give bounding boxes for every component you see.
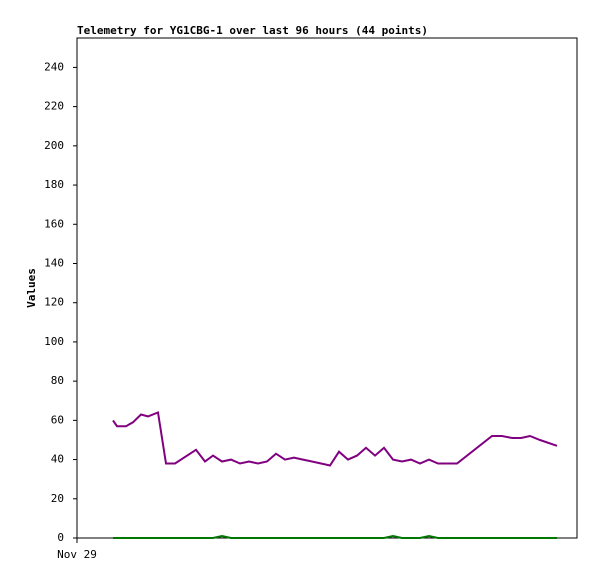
y-tick-label: 200 bbox=[44, 139, 64, 152]
series-line bbox=[113, 534, 557, 539]
y-tick-label: 20 bbox=[51, 492, 64, 505]
y-tick-label: 100 bbox=[44, 335, 64, 348]
y-tick-label: 160 bbox=[44, 217, 64, 230]
y-tick-label: 0 bbox=[57, 531, 64, 544]
y-tick-label: 140 bbox=[44, 256, 64, 269]
y-tick-label: 80 bbox=[51, 374, 64, 387]
chart-title: Telemetry for YG1CBG-1 over last 96 hour… bbox=[77, 24, 428, 37]
y-tick-label: 180 bbox=[44, 178, 64, 191]
y-tick-label: 240 bbox=[44, 60, 64, 73]
x-tick-label: Nov 29 bbox=[57, 548, 97, 561]
series-line bbox=[112, 411, 558, 467]
y-axis-label: Values bbox=[25, 268, 38, 308]
y-tick-label: 40 bbox=[51, 453, 64, 466]
y-tick-label: 120 bbox=[44, 296, 64, 309]
y-tick-label: 220 bbox=[44, 100, 64, 113]
y-tick-label: 60 bbox=[51, 413, 64, 426]
